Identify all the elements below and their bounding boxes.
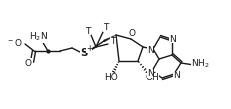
Text: T: T (110, 37, 116, 47)
Text: $\mathsf{{}^-O}$: $\mathsf{{}^-O}$ (6, 37, 23, 49)
Text: T: T (103, 24, 109, 32)
Text: HO: HO (104, 73, 118, 83)
Polygon shape (103, 35, 116, 42)
Text: +: + (86, 44, 92, 54)
Text: N: N (173, 72, 179, 81)
Text: NH$_2$: NH$_2$ (191, 58, 209, 70)
Text: S: S (80, 48, 88, 58)
Text: O: O (24, 59, 31, 67)
Text: N: N (147, 47, 153, 55)
Text: H$_2$N: H$_2$N (28, 31, 48, 43)
Text: N: N (169, 35, 176, 43)
Text: O: O (128, 30, 136, 38)
Text: N: N (147, 70, 153, 78)
Text: OH: OH (145, 73, 159, 83)
Text: T: T (85, 26, 91, 36)
